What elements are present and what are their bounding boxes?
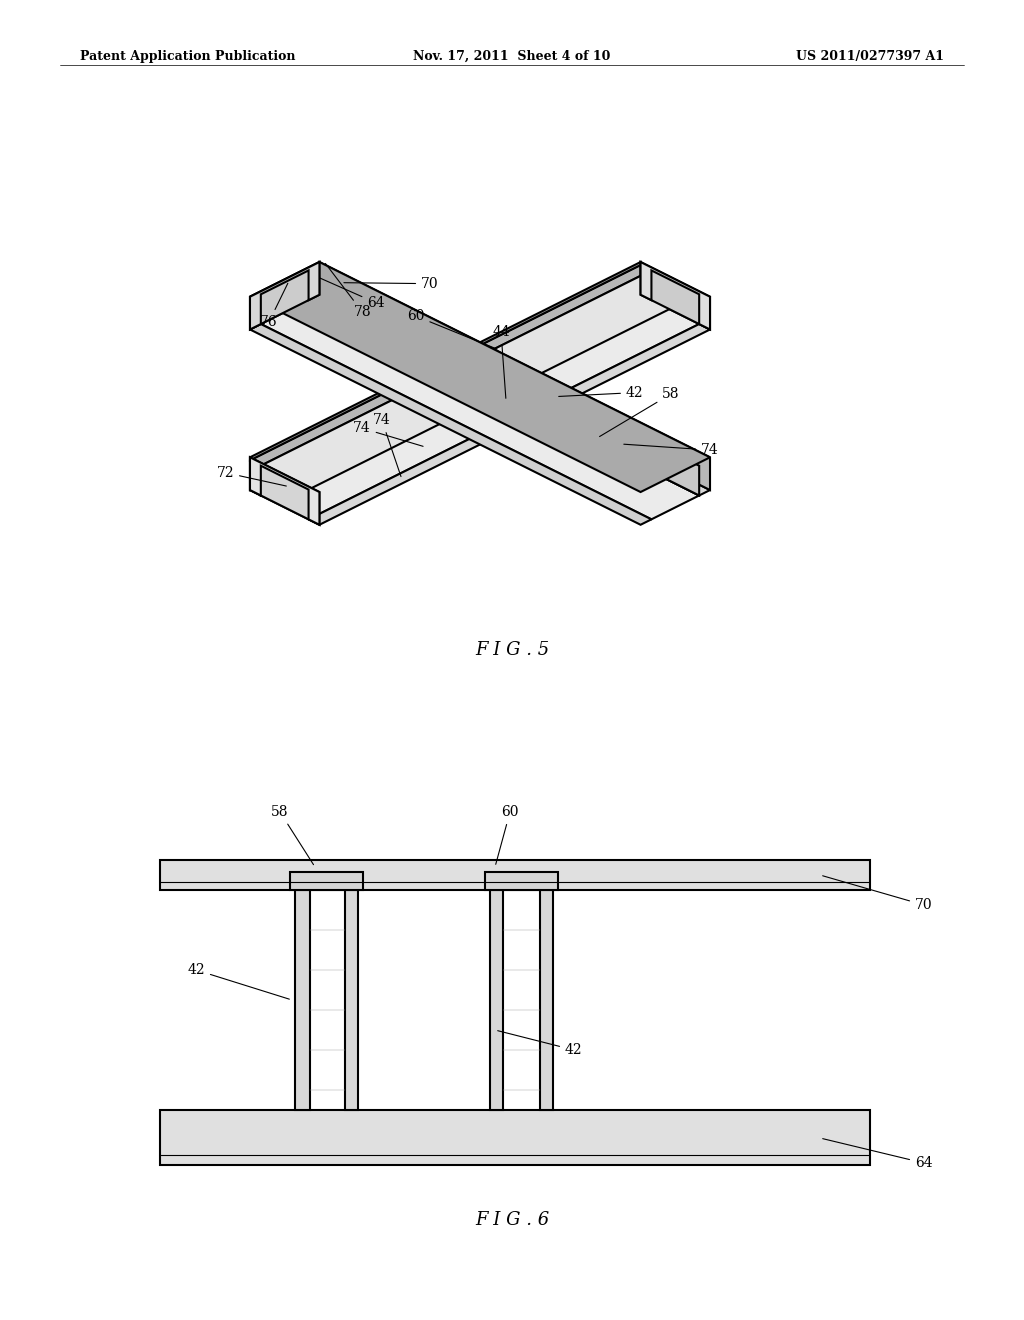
Bar bbox=[490, 890, 503, 1110]
Polygon shape bbox=[308, 323, 710, 525]
Text: 74: 74 bbox=[624, 444, 719, 457]
Polygon shape bbox=[319, 261, 710, 490]
Polygon shape bbox=[250, 261, 710, 492]
Text: 74: 74 bbox=[353, 421, 423, 446]
Bar bbox=[290, 873, 362, 890]
Polygon shape bbox=[250, 323, 651, 525]
Bar bbox=[295, 890, 310, 1110]
Text: 44: 44 bbox=[493, 325, 510, 399]
Text: 42: 42 bbox=[559, 385, 643, 400]
Polygon shape bbox=[308, 271, 699, 495]
Text: 60: 60 bbox=[496, 805, 519, 865]
Text: F I G . 6: F I G . 6 bbox=[475, 1210, 549, 1229]
Polygon shape bbox=[250, 261, 319, 330]
Polygon shape bbox=[261, 271, 699, 490]
Text: Patent Application Publication: Patent Application Publication bbox=[80, 50, 296, 63]
Polygon shape bbox=[308, 294, 710, 495]
Polygon shape bbox=[250, 261, 319, 330]
Polygon shape bbox=[261, 300, 699, 519]
Bar bbox=[160, 1110, 870, 1166]
Text: 64: 64 bbox=[319, 279, 385, 310]
Bar bbox=[345, 890, 358, 1110]
Text: 76: 76 bbox=[260, 284, 288, 329]
Polygon shape bbox=[261, 271, 651, 495]
Text: US 2011/0277397 A1: US 2011/0277397 A1 bbox=[796, 50, 944, 63]
Text: 42: 42 bbox=[187, 964, 290, 999]
Bar bbox=[160, 861, 870, 890]
Text: 74: 74 bbox=[373, 413, 401, 477]
Text: F I G . 5: F I G . 5 bbox=[475, 642, 549, 659]
Polygon shape bbox=[250, 457, 319, 525]
Text: Nov. 17, 2011  Sheet 4 of 10: Nov. 17, 2011 Sheet 4 of 10 bbox=[414, 50, 610, 63]
Polygon shape bbox=[250, 261, 641, 461]
Polygon shape bbox=[250, 294, 651, 495]
Text: 42: 42 bbox=[498, 1031, 583, 1057]
Text: 64: 64 bbox=[822, 1139, 933, 1170]
Polygon shape bbox=[641, 261, 710, 330]
Polygon shape bbox=[250, 265, 641, 490]
Bar bbox=[485, 873, 558, 890]
Text: 60: 60 bbox=[407, 309, 497, 348]
Bar bbox=[540, 890, 553, 1110]
Text: 58: 58 bbox=[271, 805, 313, 865]
Text: 58: 58 bbox=[600, 387, 680, 437]
Text: 70: 70 bbox=[822, 875, 933, 912]
Polygon shape bbox=[261, 300, 699, 519]
Text: 70: 70 bbox=[344, 277, 438, 290]
Text: 72: 72 bbox=[216, 466, 287, 486]
Polygon shape bbox=[250, 457, 319, 525]
Text: 78: 78 bbox=[326, 264, 372, 319]
Polygon shape bbox=[641, 261, 710, 330]
